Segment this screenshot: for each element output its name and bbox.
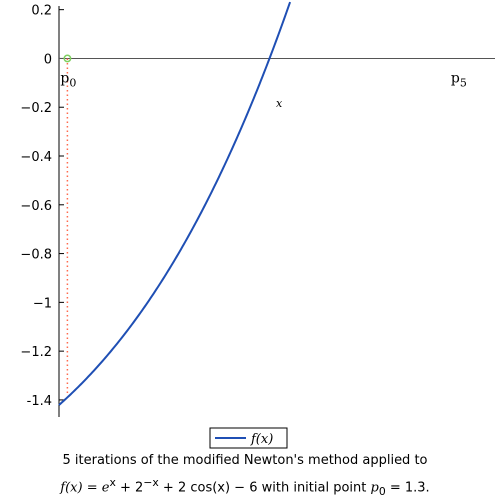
legend: f(x) — [209, 427, 288, 449]
curve-group — [58, 1, 292, 406]
caption-sup-1: x — [109, 476, 116, 489]
y-tick-label: −1 — [33, 296, 52, 311]
point-marker — [63, 54, 72, 63]
y-tick-label: 0.2 — [31, 4, 52, 19]
caption-p-val: = 1.3. — [385, 480, 430, 496]
point-label-base: p — [451, 70, 460, 86]
x-axis-label: x — [276, 97, 283, 110]
caption-line-1: 5 iterations of the modified Newton's me… — [62, 453, 428, 468]
y-tick-label: −0.2 — [20, 101, 52, 116]
legend-box — [209, 427, 288, 449]
y-tick-label: 0 — [44, 52, 52, 67]
chart: 0.20−0.2−0.4−0.6−0.8−1−1.2-1.4 p0 p5 x f(… — [20, 1, 495, 449]
y-tick-label: -1.4 — [27, 394, 52, 409]
point-label: p5 — [451, 70, 467, 89]
points-group: p0 p5 — [60, 54, 467, 89]
y-tick-label: −0.8 — [20, 248, 52, 263]
y-tick-label: −1.2 — [20, 345, 52, 360]
caption-mid-1: + 2 — [115, 480, 144, 496]
caption-sup-2: −x — [143, 476, 159, 489]
point-label: p0 — [60, 70, 76, 89]
legend-label: f(x) — [250, 432, 273, 447]
series-f-line — [58, 1, 292, 406]
caption: 5 iterations of the modified Newton's me… — [0, 450, 490, 503]
caption-p-sub: 0 — [378, 484, 386, 498]
point-label-subscript: 5 — [460, 76, 467, 89]
point-label-subscript: 0 — [69, 76, 76, 89]
caption-mid-2: + 2 cos(x) − 6 with initial point — [158, 480, 371, 496]
y-tick-label: −0.6 — [20, 199, 52, 214]
y-tick-label: −0.4 — [20, 150, 52, 165]
point-label-base: p — [60, 70, 69, 86]
y-axis: 0.2 0 −0.2 −0.4 −0.6 −0.8 −1 −1.2 -1.4 — [20, 4, 64, 417]
caption-lhs: f(x) = e — [60, 480, 110, 496]
caption-line-2: f(x) = ex + 2−x + 2 cos(x) − 6 with init… — [0, 472, 490, 503]
caption-p-var: p — [370, 480, 379, 496]
